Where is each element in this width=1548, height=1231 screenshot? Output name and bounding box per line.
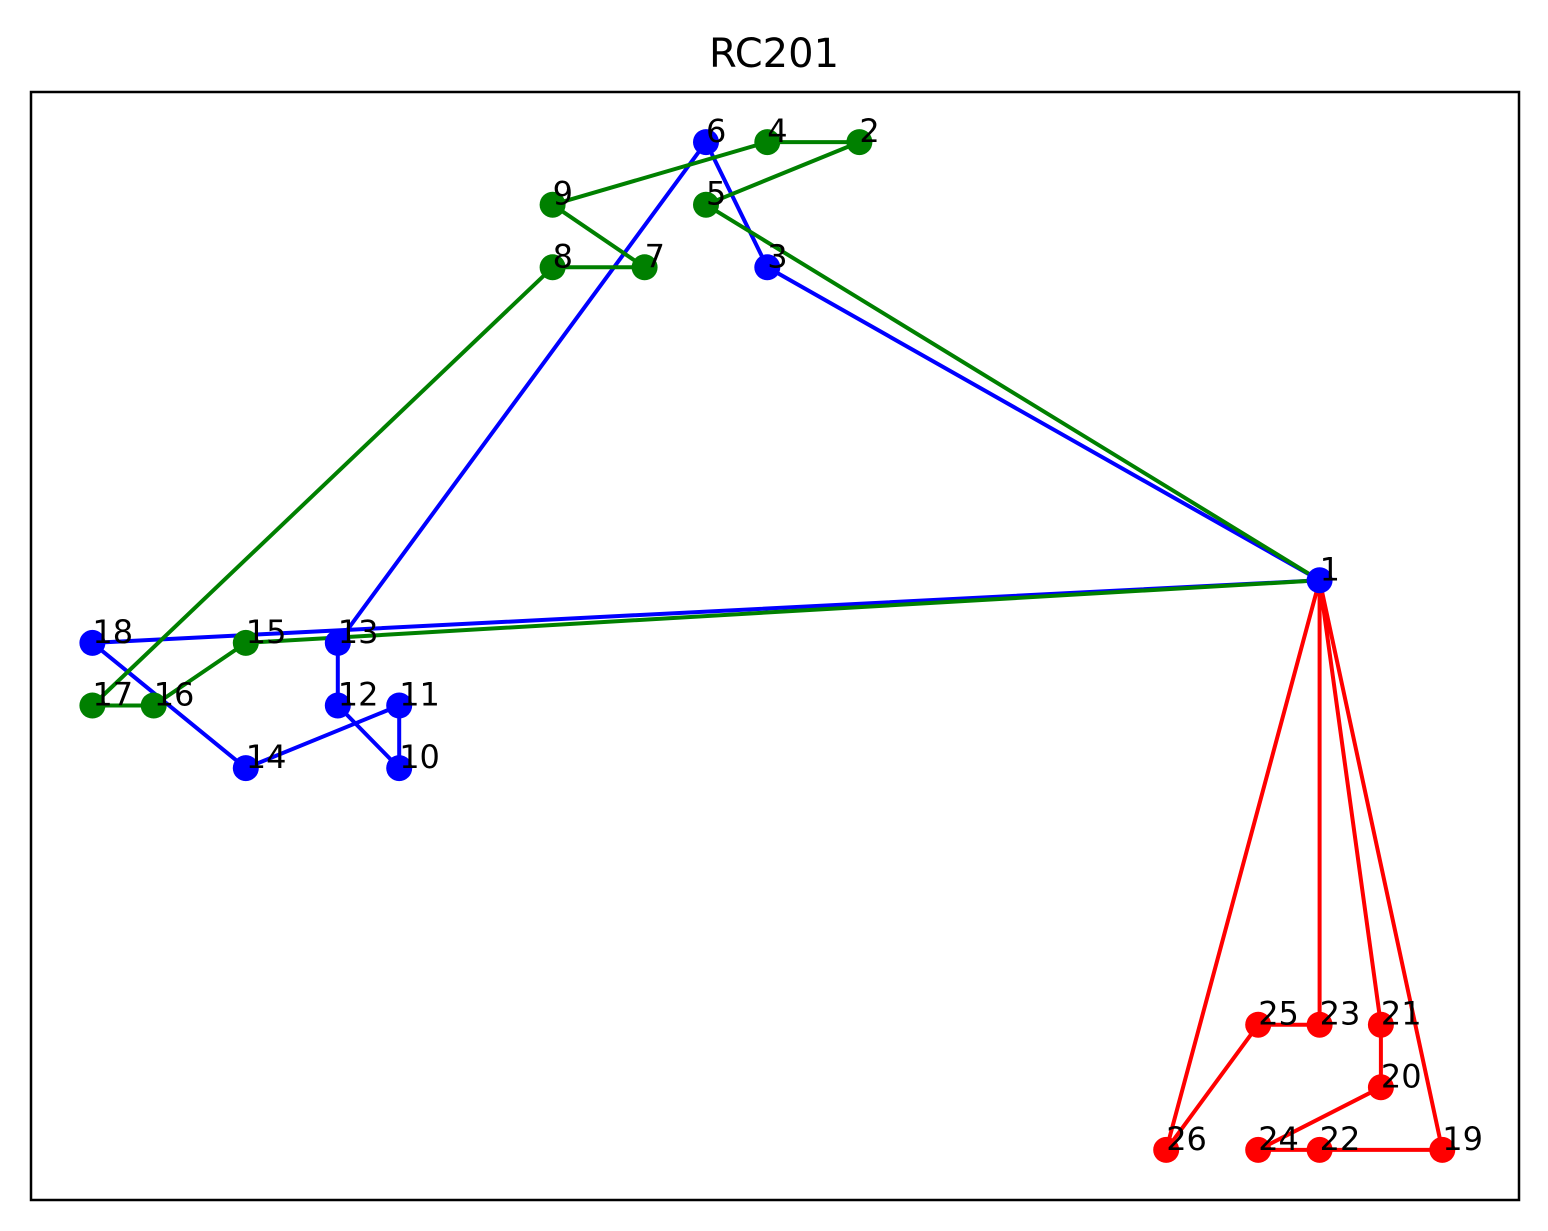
node-label-19: 19 <box>1442 1120 1483 1158</box>
node-label-14: 14 <box>246 738 287 776</box>
node-label-3: 3 <box>767 237 787 275</box>
node-marker-13 <box>324 629 351 656</box>
node-label-8: 8 <box>553 237 573 275</box>
node-label-24: 24 <box>1258 1120 1299 1158</box>
node-marker-24 <box>1245 1136 1272 1163</box>
node-marker-5 <box>693 191 719 218</box>
node-label-2: 2 <box>859 112 879 150</box>
node-marker-25 <box>1245 1011 1272 1038</box>
node-marker-8 <box>539 254 566 281</box>
node-label-11: 11 <box>399 676 440 714</box>
node-marker-20 <box>1367 1074 1394 1101</box>
node-marker-4 <box>754 129 781 156</box>
node-label-10: 10 <box>399 738 440 776</box>
node-label-23: 23 <box>1320 995 1361 1033</box>
node-marker-10 <box>386 755 413 782</box>
node-label-16: 16 <box>154 676 195 714</box>
node-label-1: 1 <box>1320 550 1340 588</box>
route-line-1 <box>90 140 1321 771</box>
nodes-layer <box>79 129 1456 1163</box>
plot-frame <box>29 90 1521 1202</box>
node-marker-12 <box>324 692 351 719</box>
node-marker-18 <box>79 629 106 656</box>
node-label-13: 13 <box>338 613 379 651</box>
node-marker-19 <box>1429 1136 1456 1163</box>
node-label-12: 12 <box>338 676 379 714</box>
node-label-5: 5 <box>706 175 726 213</box>
node-label-17: 17 <box>92 676 133 714</box>
chart-title: RC201 <box>709 31 839 77</box>
node-label-9: 9 <box>553 175 573 213</box>
node-label-20: 20 <box>1381 1057 1422 1095</box>
node-marker-21 <box>1367 1011 1394 1038</box>
node-marker-23 <box>1306 1011 1333 1038</box>
node-marker-14 <box>232 755 259 782</box>
node-marker-7 <box>631 254 658 281</box>
node-marker-2 <box>846 129 873 156</box>
node-label-15: 15 <box>246 613 287 651</box>
node-label-22: 22 <box>1320 1120 1361 1158</box>
node-marker-9 <box>539 191 566 218</box>
node-marker-22 <box>1306 1136 1333 1163</box>
node-label-6: 6 <box>706 112 726 150</box>
node-marker-16 <box>140 692 167 719</box>
node-label-18: 18 <box>92 613 133 651</box>
node-marker-6 <box>693 129 719 156</box>
routes-layer <box>90 140 1445 1152</box>
node-marker-17 <box>79 692 106 719</box>
node-marker-3 <box>754 254 781 281</box>
node-label-25: 25 <box>1258 995 1299 1033</box>
node-marker-11 <box>386 692 413 719</box>
node-label-4: 4 <box>767 112 787 150</box>
node-label-26: 26 <box>1166 1120 1207 1158</box>
node-marker-1 <box>1306 567 1333 594</box>
node-label-7: 7 <box>645 237 665 275</box>
node-label-21: 21 <box>1381 995 1422 1033</box>
node-marker-15 <box>232 629 259 656</box>
labels-layer: 1234567891011121314151617181920212223242… <box>92 112 1483 1158</box>
node-marker-26 <box>1153 1136 1180 1163</box>
